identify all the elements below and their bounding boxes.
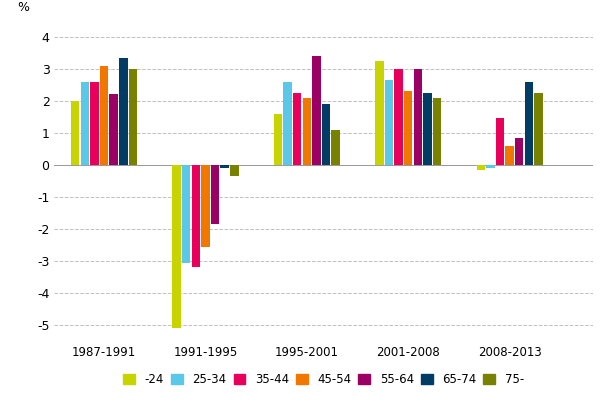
Bar (100, 66, 108, 165)
Bar (283, 82, 292, 165)
Bar (486, 165, 495, 168)
Bar (322, 104, 330, 165)
Bar (375, 61, 384, 165)
Bar (505, 146, 514, 165)
Bar (312, 56, 321, 165)
Bar (80, 82, 89, 165)
Bar (424, 93, 432, 165)
Bar (90, 82, 99, 165)
Bar (71, 101, 79, 165)
Bar (332, 130, 340, 165)
Bar (182, 165, 191, 262)
Text: %: % (17, 1, 29, 15)
Bar (414, 69, 422, 165)
Bar (525, 82, 533, 165)
Bar (302, 98, 311, 165)
Bar (534, 93, 543, 165)
Bar (293, 93, 301, 165)
Bar (515, 138, 523, 165)
Bar (201, 165, 210, 247)
Bar (192, 165, 200, 267)
Legend: -24, 25-34, 35-44, 45-54, 55-64, 65-74, 75-: -24, 25-34, 35-44, 45-54, 55-64, 65-74, … (123, 374, 524, 386)
Bar (433, 98, 441, 165)
Bar (496, 119, 505, 165)
Bar (230, 165, 238, 176)
Bar (129, 69, 137, 165)
Bar (477, 165, 485, 170)
Bar (119, 58, 128, 165)
Bar (385, 80, 393, 165)
Bar (172, 165, 181, 328)
Bar (211, 165, 219, 224)
Bar (394, 69, 403, 165)
Bar (274, 114, 283, 165)
Bar (220, 165, 229, 168)
Bar (110, 94, 118, 165)
Bar (404, 91, 413, 165)
